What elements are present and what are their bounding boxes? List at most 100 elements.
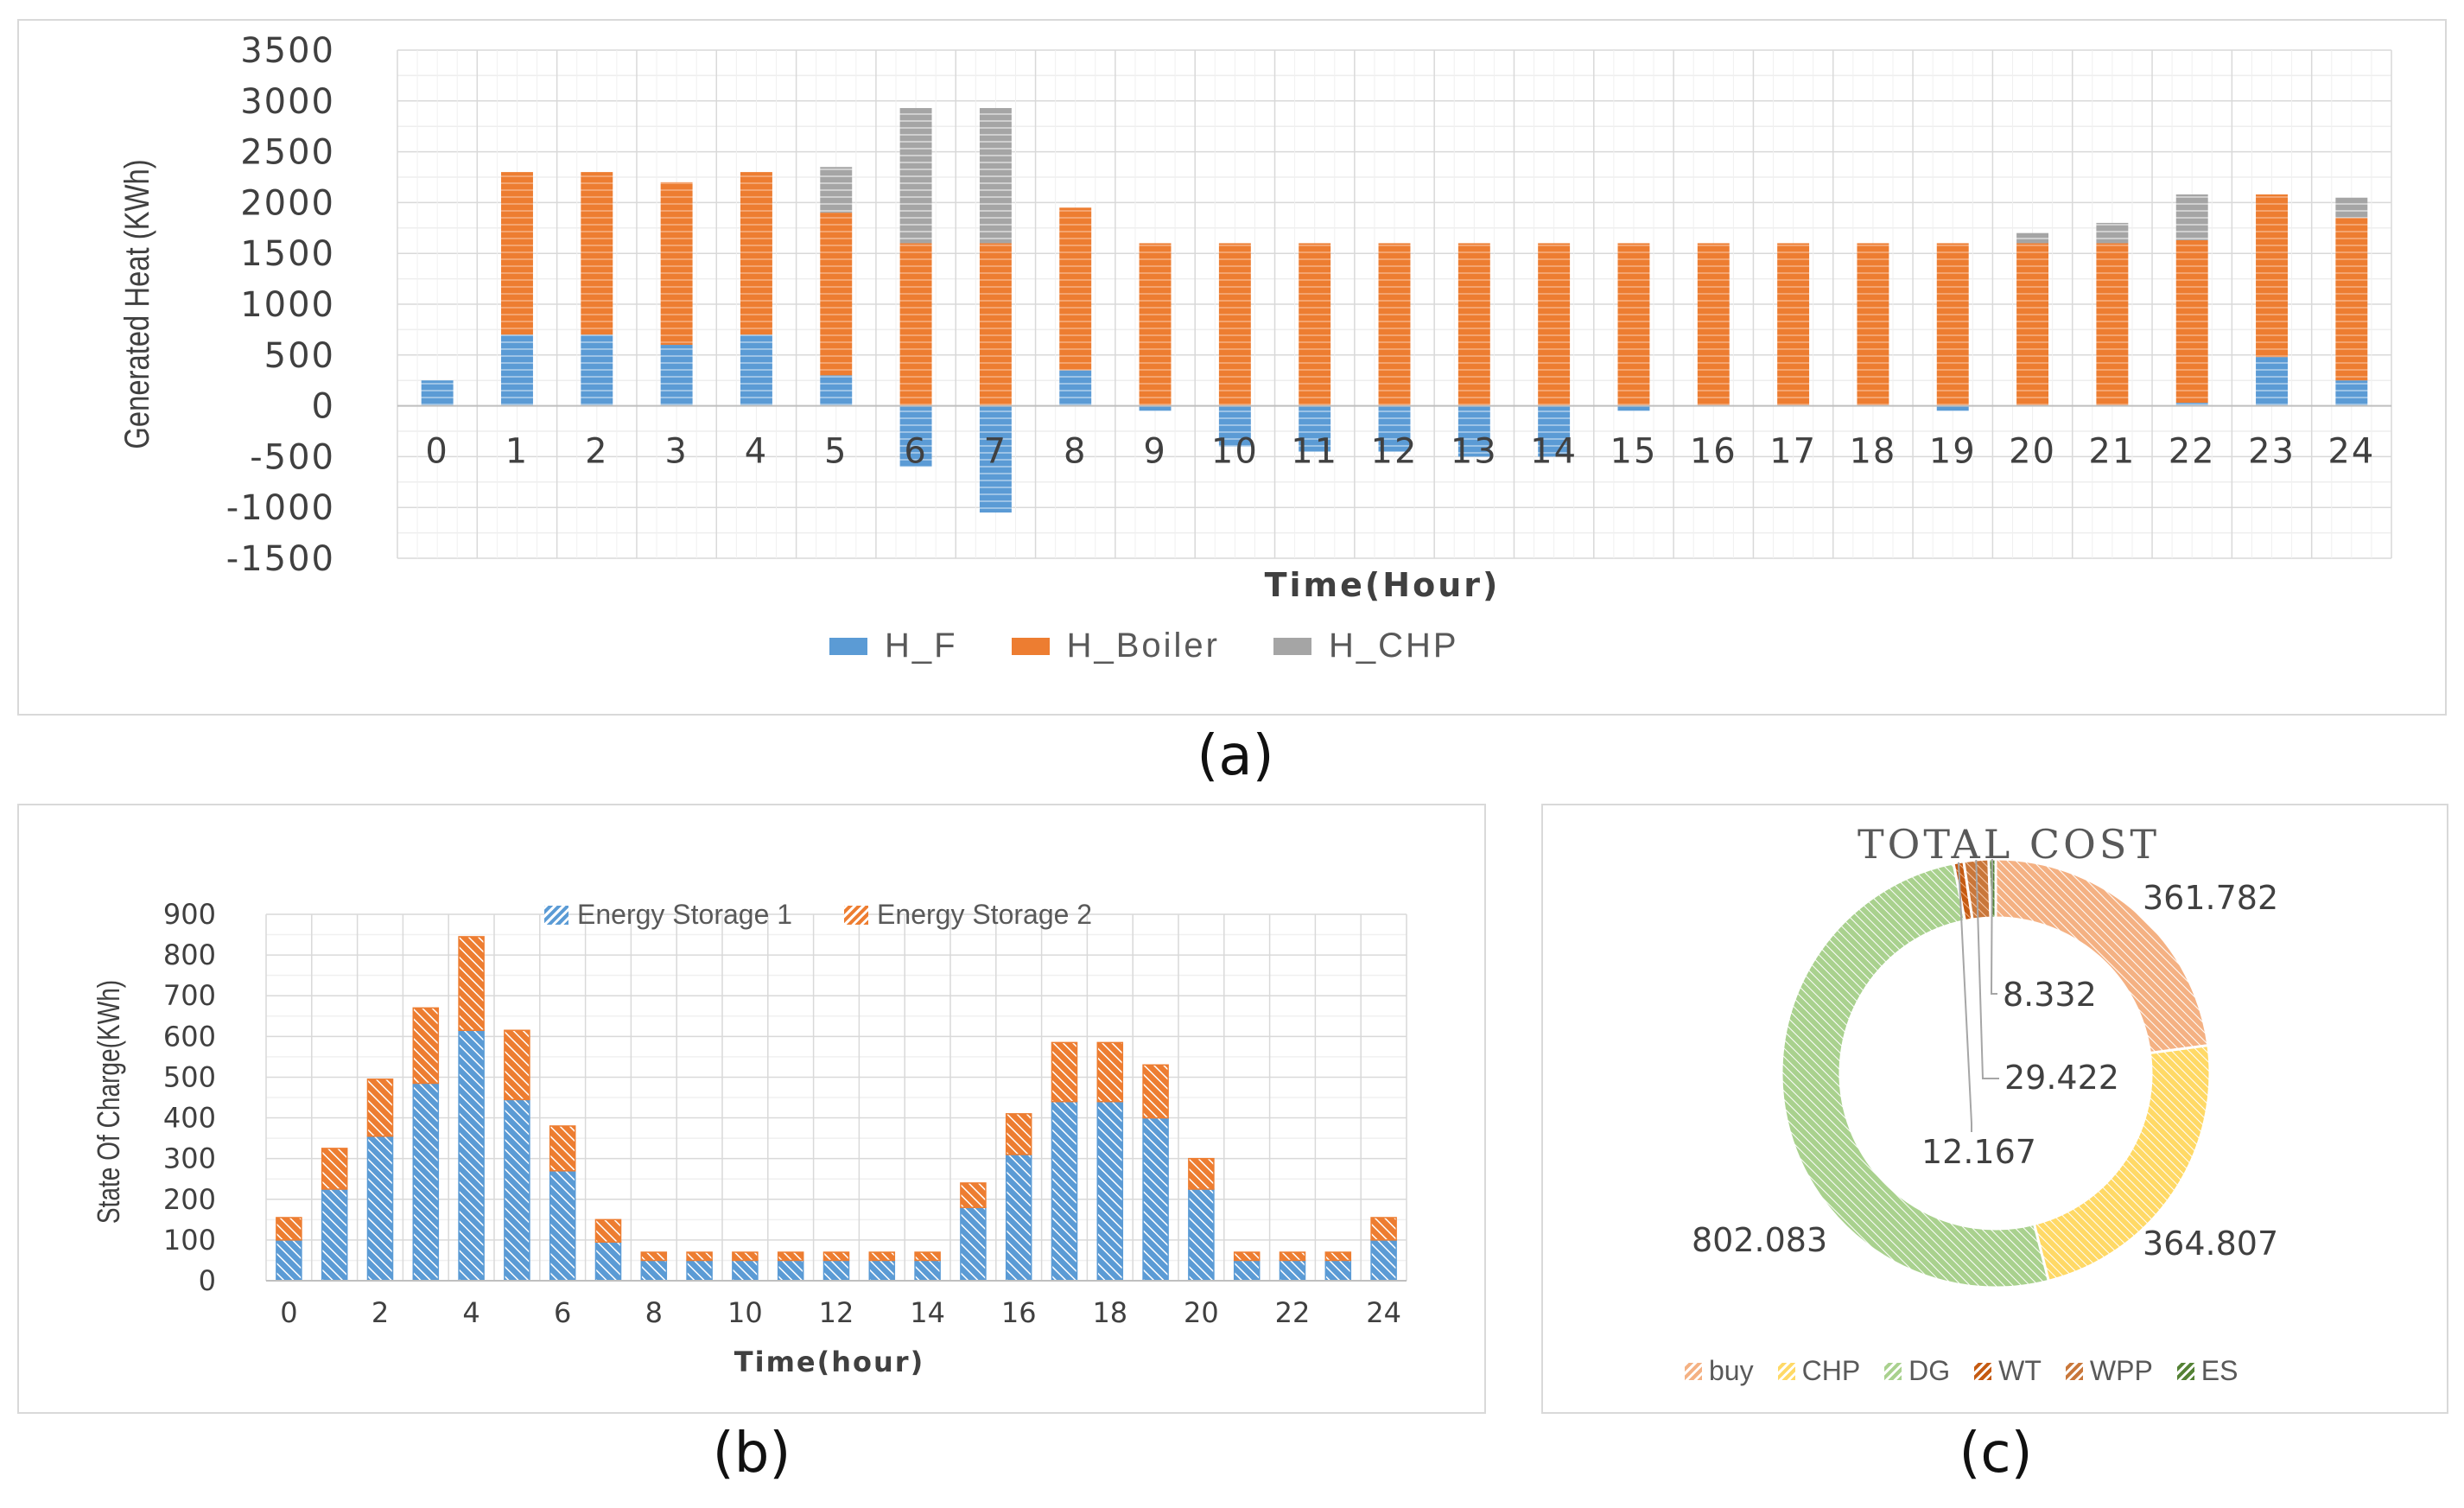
y-tick-label: -1500 — [226, 539, 335, 579]
bar-energy-storage-1 — [594, 1241, 622, 1282]
bar-h-chp — [2096, 222, 2129, 244]
x-tick-label: 19 — [1929, 432, 1977, 472]
bar-h-f — [1936, 405, 1969, 411]
bar-energy-storage-2 — [1233, 1251, 1261, 1262]
x-tick-label: 0 — [280, 1296, 297, 1329]
bar-h-chp — [2335, 197, 2368, 219]
x-tick-label: 21 — [2088, 432, 2136, 472]
bar-h-boiler — [820, 213, 853, 376]
bar-energy-storage-2 — [640, 1251, 668, 1262]
bar-energy-storage-2 — [412, 1007, 440, 1085]
bar-energy-storage-2 — [1051, 1041, 1078, 1103]
x-tick-label: 13 — [1451, 432, 1498, 472]
legend-swatch-energy-storage-2 — [844, 905, 869, 925]
bar-energy-storage-2 — [1324, 1251, 1352, 1262]
bar-h-boiler — [2016, 243, 2049, 406]
bar-h-boiler — [1538, 243, 1571, 406]
x-tick-label: 24 — [1366, 1296, 1401, 1329]
bar-h-boiler — [1378, 243, 1411, 406]
bar-energy-storage-2 — [458, 936, 485, 1032]
legend-swatch-wpp — [2065, 1362, 2083, 1380]
bar-h-chp — [899, 108, 932, 244]
legend-label-h-f: H_F — [885, 627, 958, 665]
y-tick-label: 2000 — [240, 183, 335, 223]
x-axis-title: Time(hour) — [734, 1346, 924, 1378]
y-tick-label: 400 — [163, 1102, 216, 1135]
data-label-chp: 364.807 — [2143, 1225, 2278, 1263]
y-tick-label: 800 — [163, 939, 216, 971]
y-tick-label: 2500 — [240, 133, 335, 173]
bar-h-boiler — [979, 243, 1012, 406]
y-tick-label: -500 — [250, 437, 335, 477]
bar-energy-storage-1 — [914, 1259, 941, 1282]
legend-item-wpp: WPP — [2065, 1355, 2153, 1387]
bar-h-chp — [2016, 232, 2049, 244]
x-tick-label: 4 — [462, 1296, 479, 1329]
y-axis-title: State Of Charge(KWh) — [92, 980, 126, 1224]
bar-h-f — [1378, 405, 1411, 452]
legend-item-buy: buy — [1685, 1355, 1754, 1387]
bar-energy-storage-2 — [777, 1251, 804, 1262]
x-tick-label: 12 — [819, 1296, 854, 1329]
bar-energy-storage-2 — [594, 1218, 622, 1243]
y-tick-label: 3000 — [240, 82, 335, 122]
bar-h-f — [1617, 405, 1650, 411]
x-tick-label: 10 — [1211, 432, 1259, 472]
legend-label-es: ES — [2200, 1355, 2239, 1386]
x-tick-label: 0 — [425, 432, 448, 472]
leader-line-wt — [1957, 862, 1972, 1132]
leader-line-es — [1990, 859, 1997, 995]
y-tick-label: -1000 — [226, 488, 335, 528]
leader-line-wpp — [1975, 860, 1999, 1079]
bar-h-f — [1139, 405, 1172, 411]
y-tick-label: 900 — [163, 898, 216, 931]
x-tick-label: 2 — [585, 432, 608, 472]
bar-h-f — [740, 334, 772, 406]
bar-h-boiler — [1857, 243, 1889, 406]
legend-label-h-boiler: H_Boiler — [1066, 627, 1220, 665]
bar-h-boiler — [1697, 243, 1730, 406]
bar-energy-storage-2 — [276, 1217, 302, 1241]
legend-swatch-chp — [1777, 1362, 1795, 1380]
bar-h-boiler — [1139, 243, 1172, 406]
x-tick-label: 24 — [2327, 432, 2375, 472]
x-axis-title: Time(Hour) — [1265, 566, 1501, 604]
data-label-dg: 802.083 — [1692, 1221, 1827, 1259]
data-label-buy: 361.782 — [2143, 879, 2278, 917]
x-tick-label: 8 — [1064, 432, 1087, 472]
bar-energy-storage-1 — [868, 1259, 896, 1282]
storage-chart-panel — [17, 804, 1486, 1414]
bar-h-boiler — [1457, 243, 1490, 406]
bar-energy-storage-1 — [1096, 1100, 1124, 1282]
legend-swatch-wt — [1974, 1362, 1992, 1380]
bar-h-boiler — [1936, 243, 1969, 406]
x-tick-label: 23 — [2248, 432, 2296, 472]
bar-energy-storage-1 — [549, 1170, 576, 1282]
x-tick-label: 18 — [1849, 432, 1896, 472]
bar-h-boiler — [1777, 243, 1810, 406]
x-tick-label: 16 — [1001, 1296, 1037, 1329]
bar-energy-storage-2 — [732, 1251, 759, 1262]
x-tick-label: 14 — [1530, 432, 1578, 472]
bar-energy-storage-1 — [1233, 1259, 1261, 1282]
legend-item-es: ES — [2176, 1355, 2239, 1387]
bar-energy-storage-2 — [1279, 1251, 1306, 1262]
bar-h-f — [1299, 405, 1331, 452]
legend-label-energy-storage-1: Energy Storage 1 — [577, 899, 793, 930]
bar-energy-storage-2 — [1142, 1064, 1169, 1119]
bar-h-boiler — [2256, 194, 2288, 358]
bar-h-f — [820, 375, 853, 406]
x-tick-label: 6 — [554, 1296, 571, 1329]
legend-label-dg: DG — [1908, 1355, 1951, 1386]
caption-c: (c) — [1959, 1422, 2033, 1486]
y-tick-label: 0 — [312, 387, 335, 427]
bar-energy-storage-1 — [732, 1259, 759, 1282]
y-tick-label: 1000 — [240, 285, 335, 325]
bar-h-chp — [820, 167, 853, 213]
x-tick-label: 20 — [1184, 1296, 1219, 1329]
cost-chart-legend: buy CHP DG WT WPP ES — [1685, 1355, 2262, 1387]
bar-energy-storage-1 — [1142, 1117, 1169, 1282]
y-tick-label: 700 — [163, 979, 216, 1012]
legend-item-wt: WT — [1974, 1355, 2042, 1387]
y-tick-label: 1500 — [240, 234, 335, 274]
